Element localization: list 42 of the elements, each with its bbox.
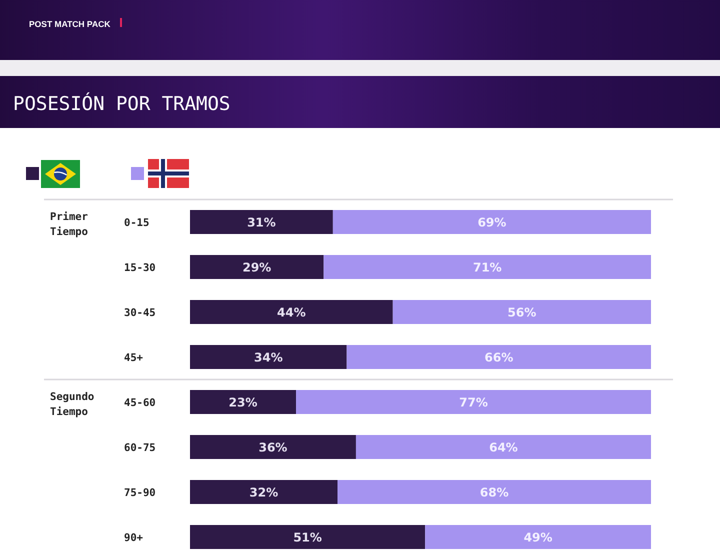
y-tick-label: 60-75: [124, 442, 156, 454]
text: Segundo Tiempo: [50, 391, 94, 418]
text: Primer Tiempo: [50, 211, 88, 238]
data-label: 32%: [249, 486, 278, 500]
bar: [190, 345, 347, 369]
y-tick-label: 45+: [124, 352, 143, 364]
data-label: 51%: [293, 530, 322, 544]
data-label: 31%: [247, 216, 276, 230]
data-label: 34%: [254, 350, 283, 364]
y-tick-label: 0-15: [124, 217, 150, 229]
y-tick-label: 45-60: [124, 397, 156, 409]
bar: [332, 210, 651, 234]
bar: [190, 210, 333, 234]
data-label: 68%: [480, 486, 509, 500]
data-label: 29%: [242, 260, 272, 274]
bar: [356, 435, 651, 459]
bar: [338, 480, 651, 504]
bar: [346, 345, 651, 369]
data-label: 69%: [478, 216, 506, 230]
bar: [190, 525, 426, 549]
y-tick-label: 90+: [124, 532, 143, 544]
bar: [324, 255, 651, 279]
y-tick-label: 15-30: [124, 262, 156, 274]
data-label: 44%: [277, 306, 306, 320]
bar: [425, 525, 651, 549]
bar: [190, 300, 393, 324]
bar: [190, 435, 356, 459]
y-tick-label: 75-90: [124, 487, 156, 499]
bar: [190, 390, 296, 414]
bar: [392, 300, 651, 324]
data-label: 64%: [489, 440, 518, 454]
y-tick-label: 30-45: [124, 307, 156, 319]
data-label: 71%: [472, 260, 502, 274]
data-label: 23%: [228, 396, 258, 410]
data-label: 49%: [524, 530, 552, 544]
data-label: 56%: [508, 306, 536, 320]
bar: [190, 255, 324, 279]
bar: [190, 480, 338, 504]
bar: [296, 390, 651, 414]
data-label: 36%: [258, 440, 288, 454]
data-label: 77%: [459, 396, 488, 410]
data-label: 66%: [484, 350, 514, 364]
